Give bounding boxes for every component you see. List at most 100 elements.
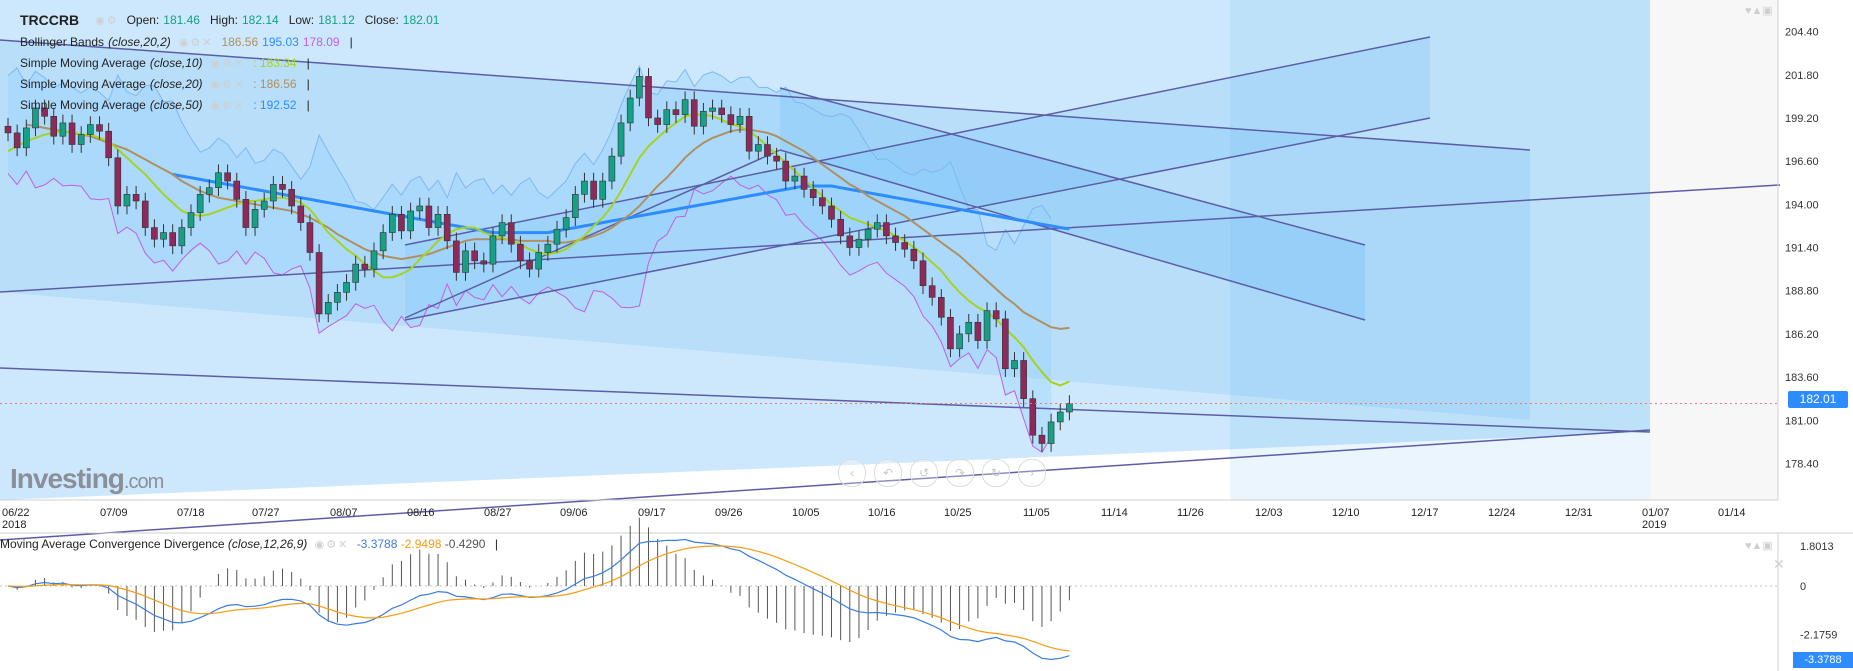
candle-body (571, 194, 579, 218)
candle-body (910, 248, 918, 262)
candle-body (242, 199, 250, 228)
nav-forward-icon[interactable]: › (1018, 459, 1046, 487)
symbol-header: TRCCRB ◉⚙ Open: 181.46 High: 182.14 Low:… (20, 12, 439, 28)
macd-name: Moving Average Convergence Divergence (0, 537, 225, 551)
macd-controls-icon[interactable]: ◉⚙✕ (314, 539, 350, 551)
y-tick-label: 188.80 (1785, 286, 1819, 298)
sma20-controls-icon[interactable]: ◉⚙✕ (210, 78, 246, 91)
candle-body (315, 252, 323, 315)
candle-body (96, 124, 103, 132)
macd-pane-controls-icon[interactable]: ♥▲▣ (1745, 540, 1773, 552)
candle-body (800, 175, 808, 190)
sma10-controls-icon[interactable]: ◉⚙✕ (210, 57, 246, 70)
legend-bollinger[interactable]: Bollinger Bands (close,20,2) ◉⚙✕ 186.56 … (20, 35, 353, 49)
candle-body (837, 218, 844, 237)
y-tick-label: 196.60 (1785, 156, 1819, 168)
candle-body (690, 99, 698, 127)
candle-body (77, 134, 85, 145)
main-channel-area (0, 0, 1650, 500)
bb-lower: 178.09 (302, 35, 340, 49)
bollinger-lower-line (7, 170, 1052, 454)
candle-body (672, 109, 680, 115)
macd-tick-label: -2.1759 (1800, 629, 1837, 641)
separator: | (306, 77, 310, 91)
candle-body (1056, 411, 1064, 423)
candle-body (498, 222, 506, 237)
candle-body (663, 109, 671, 125)
candle-body (919, 260, 927, 287)
open-value: 181.46 (163, 13, 200, 27)
nav-scroll-left-icon[interactable]: ↶ (874, 459, 902, 487)
high-label: High: (209, 13, 238, 27)
sma50-line (172, 172, 1070, 235)
y-tick-label: 194.00 (1785, 199, 1819, 211)
candle-body (754, 144, 762, 152)
close-value: 182.01 (402, 13, 440, 27)
trend-line (404, 149, 781, 319)
candle-body (32, 107, 39, 129)
low-value: 181.12 (318, 13, 355, 27)
trend-line (0, 429, 1651, 541)
candle-body (782, 160, 790, 182)
candle-body (1038, 434, 1046, 444)
x-tick-label: 11/05 (1023, 507, 1050, 519)
legend-sma50[interactable]: Simple Moving Average (close,50) ◉⚙✕ : 1… (20, 98, 310, 112)
open-label: Open: (126, 13, 160, 27)
channel-area-4 (405, 37, 1430, 320)
nav-reset-icon[interactable]: ↺ (910, 459, 938, 487)
sma50-name: Simple Moving Average (20, 98, 146, 112)
nav-zoom-in-icon[interactable]: ↻ (982, 459, 1010, 487)
candle-body (535, 252, 543, 270)
x-tick-label: 10/16 (868, 507, 896, 519)
sma20-value: : 186.56 (253, 77, 297, 91)
bb-name: Bollinger Bands (20, 35, 105, 49)
candle-body (965, 321, 973, 335)
symbol-name: TRCCRB (20, 12, 80, 28)
candle-body (260, 200, 268, 210)
nav-scroll-right-icon[interactable]: ↷ (946, 459, 974, 487)
candle-body (517, 243, 524, 262)
candle-body (626, 97, 634, 124)
macd-close-icon[interactable]: ✕ (1773, 556, 1785, 572)
y-tick-label: 178.40 (1785, 458, 1819, 470)
candle-body (1066, 403, 1073, 413)
separator: | (306, 56, 310, 70)
candle-body (370, 250, 378, 270)
candle-body (974, 321, 982, 341)
separator: | (349, 35, 353, 49)
pane-controls-icon[interactable]: ♥▲▣ (1745, 5, 1773, 17)
candle-body (379, 232, 387, 252)
candle-body (297, 205, 305, 223)
visibility-settings-icons[interactable]: ◉⚙ (95, 14, 119, 27)
legend-sma20[interactable]: Simple Moving Average (close,20) ◉⚙✕ : 1… (20, 77, 310, 91)
candle-body (654, 117, 661, 125)
candles-group (4, 68, 1073, 452)
y-tick-label: 181.00 (1785, 415, 1819, 427)
candle-body (892, 235, 899, 243)
sma50-value: : 192.52 (253, 98, 297, 112)
candle-body (59, 122, 67, 137)
candle-body (992, 310, 1000, 320)
candle-body (215, 172, 222, 189)
x-tick-label: 07/27 (252, 507, 280, 519)
candle-body (599, 180, 607, 200)
candle-body (123, 194, 131, 207)
candle-body (791, 175, 799, 182)
bb-controls-icon[interactable]: ◉⚙✕ (178, 36, 214, 49)
candle-body (544, 243, 552, 253)
legend-sma10[interactable]: Simple Moving Average (close,10) ◉⚙✕ : 1… (20, 56, 310, 70)
bollinger-upper-line (7, 64, 1052, 252)
nav-zoom-out-icon[interactable]: ‹ (838, 459, 866, 487)
x-tick-label: 07/18 (177, 507, 205, 519)
candle-body (636, 76, 643, 99)
candle-body (196, 194, 204, 213)
logo-main: Investing (10, 463, 125, 494)
legend-macd[interactable]: Moving Average Convergence Divergence (c… (0, 537, 498, 551)
candle-body (13, 132, 21, 149)
x-tick-label: 06/22 (2, 507, 30, 519)
x-tick-label: 12/17 (1411, 507, 1439, 519)
separator: | (494, 537, 498, 551)
candle-body (279, 184, 286, 190)
sma50-controls-icon[interactable]: ◉⚙✕ (210, 99, 246, 112)
